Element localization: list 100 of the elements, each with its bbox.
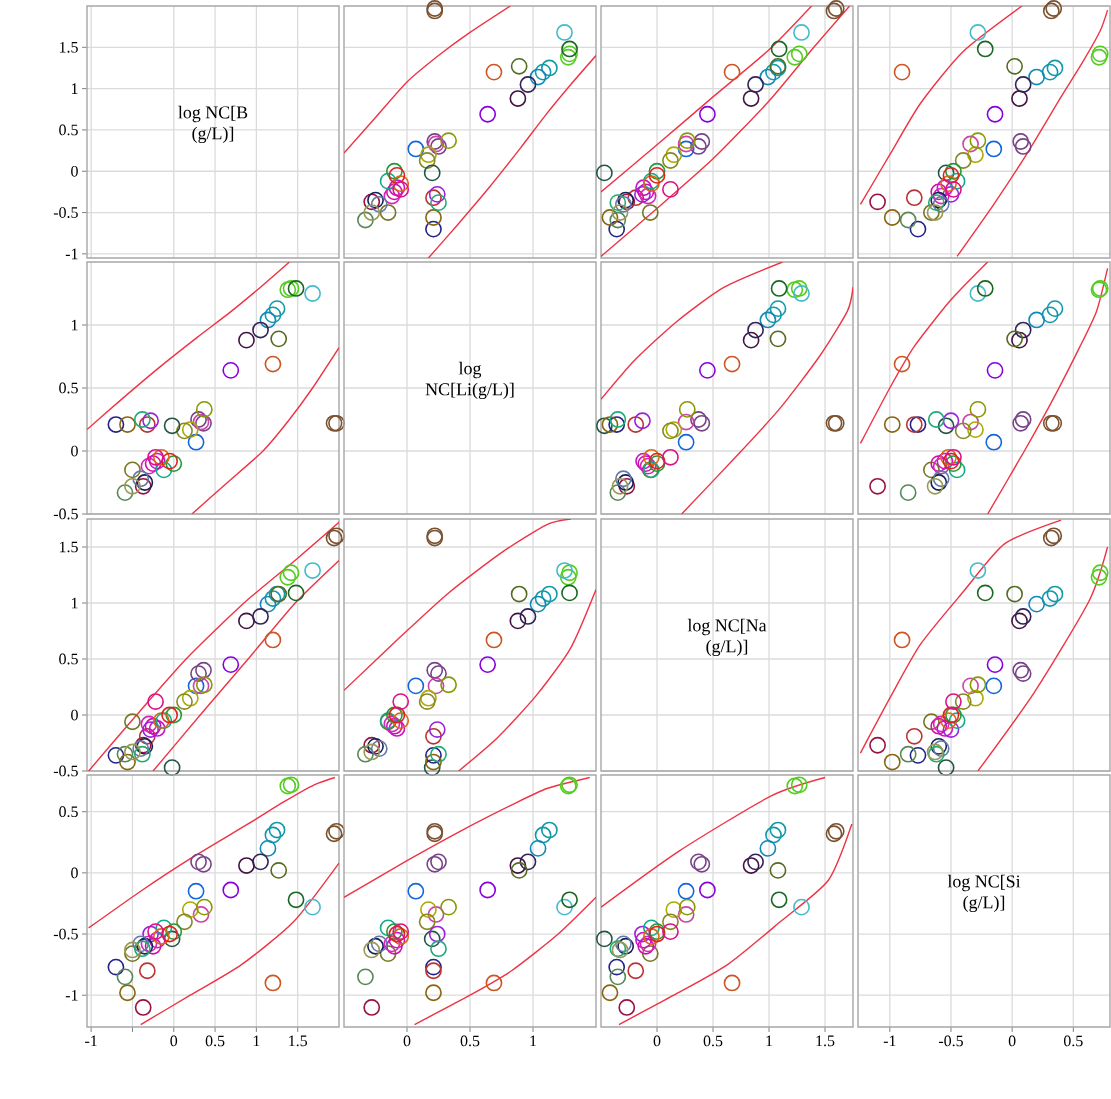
point	[190, 665, 207, 682]
point	[662, 448, 679, 466]
point	[176, 693, 193, 710]
point	[304, 285, 321, 302]
point	[195, 661, 212, 679]
point	[643, 928, 660, 945]
point	[138, 962, 156, 980]
point	[954, 152, 972, 169]
point	[1011, 90, 1028, 107]
point	[690, 853, 707, 871]
point	[540, 585, 558, 603]
point	[899, 745, 917, 763]
point	[148, 720, 166, 737]
point	[556, 24, 573, 41]
point	[635, 931, 652, 949]
point	[967, 689, 984, 707]
point	[187, 882, 205, 900]
point	[759, 311, 777, 329]
x-tick-label: 0	[653, 1035, 661, 1047]
y-tick-label: -0.5	[53, 928, 78, 940]
point	[264, 974, 282, 992]
point	[641, 204, 659, 221]
point	[1012, 661, 1030, 679]
point	[155, 919, 173, 937]
point	[786, 281, 804, 299]
point	[618, 477, 636, 495]
point	[1011, 612, 1028, 630]
point	[187, 433, 205, 451]
point	[124, 713, 141, 731]
point	[893, 631, 911, 649]
point	[634, 185, 651, 203]
point	[869, 477, 886, 495]
point	[425, 746, 442, 764]
point	[869, 193, 886, 211]
point	[693, 133, 711, 150]
point	[948, 172, 966, 190]
point	[418, 152, 436, 169]
point	[927, 411, 945, 428]
point	[677, 413, 695, 431]
y-tick-label: 1.5	[59, 541, 78, 553]
point	[690, 138, 707, 155]
point	[1014, 608, 1032, 625]
y-tick-label: 0.5	[59, 124, 78, 136]
y-tick-label: 0.5	[59, 653, 78, 665]
point	[418, 913, 436, 931]
point	[509, 90, 527, 107]
point	[264, 355, 282, 373]
point	[986, 361, 1004, 379]
point	[1014, 138, 1032, 155]
point	[238, 331, 255, 349]
point	[595, 164, 613, 182]
point	[893, 63, 911, 81]
point	[540, 821, 558, 839]
point	[611, 204, 629, 221]
point	[747, 321, 764, 339]
point	[392, 175, 410, 193]
point	[425, 727, 442, 745]
point	[388, 931, 406, 949]
point	[142, 721, 160, 738]
point	[142, 412, 160, 430]
point	[985, 677, 1003, 695]
point	[363, 193, 381, 211]
point	[420, 689, 437, 707]
point	[181, 689, 199, 707]
point	[427, 677, 445, 695]
point	[165, 706, 183, 724]
point	[1012, 414, 1030, 432]
point	[693, 855, 711, 873]
point	[529, 68, 547, 86]
point	[367, 937, 384, 955]
annotation: log NC[Na	[687, 618, 767, 636]
point	[430, 940, 447, 958]
point	[893, 355, 911, 373]
point	[119, 753, 136, 771]
point	[627, 416, 645, 433]
point	[155, 461, 173, 479]
y-tick-label: 0	[71, 709, 78, 721]
point	[1012, 133, 1030, 150]
point	[264, 826, 282, 844]
point	[116, 745, 134, 763]
point	[883, 416, 901, 433]
point	[190, 853, 207, 871]
point	[1046, 300, 1064, 318]
point	[370, 195, 388, 213]
point	[195, 898, 213, 916]
point	[161, 925, 179, 943]
point	[132, 470, 150, 488]
point	[723, 63, 741, 81]
point	[615, 470, 632, 488]
x-tick-label: -1	[883, 1035, 896, 1047]
point	[962, 135, 979, 153]
point	[392, 923, 410, 940]
point	[937, 417, 955, 435]
point	[948, 712, 966, 730]
point	[420, 901, 437, 918]
point	[136, 474, 154, 491]
point	[932, 470, 950, 488]
y-tick-label: 1	[71, 83, 78, 94]
point	[948, 461, 966, 479]
point	[363, 736, 381, 754]
